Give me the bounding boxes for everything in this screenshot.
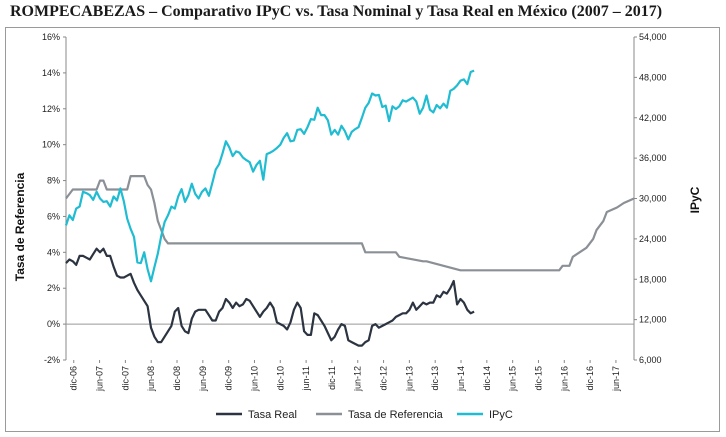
x-tick-label: dic-11 [327,366,337,390]
series-line-tasa-de-referencia [65,175,635,272]
y2-tick-label: 12,000 [639,315,667,325]
y-tick-label: 12% [42,104,60,114]
x-tick-label: jun-17 [611,366,621,392]
x-tick-label: dic-07 [120,366,130,391]
x-tick-label: dic-13 [430,366,440,391]
chart-title: ROMPECABEZAS – Comparativo IPyC vs. Tasa… [10,3,663,20]
x-tick-label: jun-07 [95,366,105,392]
y-tick-label: -2% [44,355,60,365]
x-tick-label: jun-15 [508,366,518,392]
x-tick-label: jun-11 [301,366,311,391]
y2-tick-label: 36,000 [639,153,667,163]
y-tick-label: 6% [47,211,60,221]
x-tick-label: dic-09 [224,366,234,391]
legend-label: Tasa de Referencia [348,409,444,421]
legend-label: IPyC [489,409,513,421]
y2-axis-title: IPyC [688,186,702,213]
y-axis-title: Tasa de Referencia [13,172,27,281]
x-tick-label: jun-12 [353,366,363,392]
y-tick-label: 4% [47,247,60,257]
y2-tick-label: 18,000 [639,274,667,284]
y2-tick-label: 6,000 [639,355,662,365]
chart-frame [5,27,720,432]
y2-tick-label: 42,000 [639,113,667,123]
x-tick-label: dic-08 [172,366,182,391]
axes-layer: -2% 0% 2% 4% 6% 8% 10% 12% 14% 16% 6,000 12,000 18,0… [42,32,667,392]
x-tick-label: dic-15 [533,366,543,391]
x-tick-label: dic-14 [482,366,492,391]
x-tick-label: dic-12 [379,366,389,391]
y-tick-label: 16% [42,32,60,42]
x-tick-label: jun-16 [559,366,569,392]
x-tick-label: jun-14 [456,366,466,392]
y-tick-label: 10% [42,140,60,150]
series-line-ipyc [64,69,475,283]
y2-tick-label: 54,000 [639,32,667,42]
x-tick-label: dic-06 [69,366,79,391]
x-tick-label: jun-09 [198,366,208,392]
y2-tick-label: 48,000 [639,72,667,82]
x-tick-label: jun-13 [404,366,414,392]
legend-label: Tasa Real [248,409,297,421]
series-layer [64,69,635,347]
y2-tick-label: 30,000 [639,194,667,204]
x-tick-label: dic-16 [585,366,595,391]
legend: Tasa Real Tasa de Referencia IPyC [216,409,513,421]
y2-tick-label: 24,000 [639,234,667,244]
series-line-tasa-real [65,247,475,347]
y-tick-label: 2% [47,283,60,293]
x-tick-label: jun-10 [249,366,259,392]
y-tick-label: 0% [47,319,60,329]
x-tick-label: dic-10 [275,366,285,391]
y-tick-label: 14% [42,68,60,78]
x-tick-label: jun-08 [146,366,156,392]
y-tick-label: 8% [47,176,60,186]
